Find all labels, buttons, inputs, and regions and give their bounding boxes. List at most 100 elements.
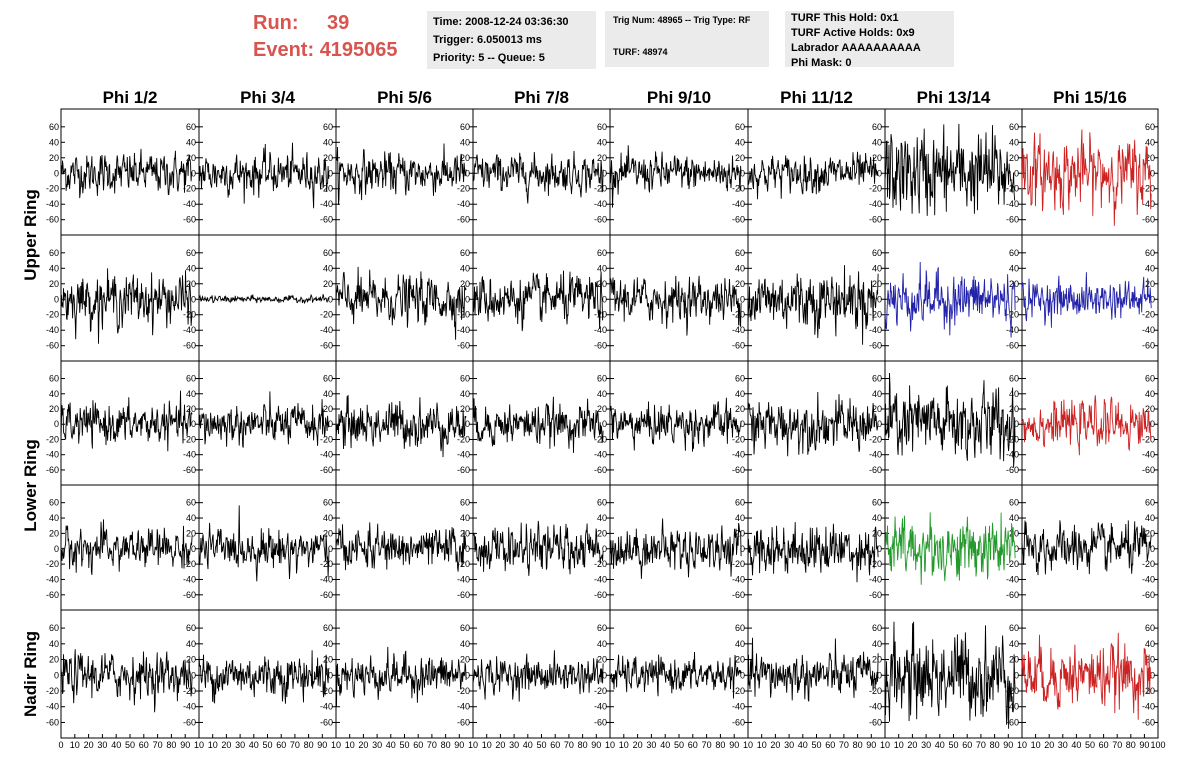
waveform-trace: [60, 519, 193, 575]
y-tick-label: 20: [872, 153, 882, 163]
y-tick-label: -60: [320, 341, 333, 351]
y-tick-label: -40: [1006, 199, 1019, 209]
y-tick-label: 20: [597, 404, 607, 414]
y-tick-label: 0: [328, 294, 333, 304]
y-tick-label: 20: [872, 655, 882, 665]
x-tick-label: 40: [798, 740, 808, 750]
y-tick-label: -60: [732, 717, 745, 727]
waveform-trace: [335, 522, 467, 572]
y-tick-label: 0: [740, 670, 745, 680]
x-tick-label: 20: [358, 740, 368, 750]
y-tick-label: 40: [1009, 389, 1019, 399]
y-tick-label: -60: [594, 717, 607, 727]
y-tick-label: -60: [457, 341, 470, 351]
y-tick-label: -20: [869, 184, 882, 194]
y-tick-label: -60: [183, 465, 196, 475]
waveform-trace: [60, 268, 193, 344]
x-tick-label: 10: [468, 740, 478, 750]
waveform-trace: [747, 637, 879, 702]
column-title: Phi 1/2: [103, 88, 158, 107]
x-tick-label: 60: [1099, 740, 1109, 750]
y-tick-label: -20: [1142, 184, 1155, 194]
y-tick-label: -20: [457, 434, 470, 444]
y-tick-label: 40: [1145, 513, 1155, 523]
y-tick-label: -60: [732, 215, 745, 225]
y-tick-label: 0: [740, 419, 745, 429]
y-tick-label: -20: [46, 434, 59, 444]
y-tick-label: -40: [732, 325, 745, 335]
x-tick-label: 70: [976, 740, 986, 750]
y-tick-label: -60: [1142, 465, 1155, 475]
y-tick-label: 0: [465, 419, 470, 429]
y-tick-label: 40: [1145, 639, 1155, 649]
run-label: Run:: [253, 12, 299, 34]
y-tick-label: -40: [732, 199, 745, 209]
y-tick-label: 0: [1150, 294, 1155, 304]
y-tick-label: 0: [877, 294, 882, 304]
x-tick-label: 10: [743, 740, 753, 750]
y-tick-label: 60: [735, 623, 745, 633]
y-tick-label: -60: [1006, 590, 1019, 600]
y-tick-label: -60: [183, 341, 196, 351]
y-tick-label: -40: [46, 574, 59, 584]
y-tick-label: 20: [460, 153, 470, 163]
y-tick-label: 20: [735, 655, 745, 665]
x-tick-label: 80: [990, 740, 1000, 750]
y-tick-label: 20: [1145, 528, 1155, 538]
column-title: Phi 15/16: [1053, 88, 1127, 107]
y-tick-label: 40: [460, 513, 470, 523]
y-tick-label: -40: [46, 450, 59, 460]
y-tick-label: 20: [49, 153, 59, 163]
y-tick-label: 40: [1009, 513, 1019, 523]
x-tick-label: 50: [536, 740, 546, 750]
y-tick-label: 0: [1150, 168, 1155, 178]
y-tick-label: -60: [732, 341, 745, 351]
y-tick-label: 40: [460, 389, 470, 399]
y-tick-label: -60: [1142, 717, 1155, 727]
x-tick-label: 50: [125, 740, 135, 750]
waveform-trace: [60, 390, 193, 452]
x-tick-label: 60: [962, 740, 972, 750]
x-tick-label: 30: [509, 740, 519, 750]
y-tick-label: -60: [457, 215, 470, 225]
y-tick-label: -60: [457, 717, 470, 727]
y-tick-label: -20: [732, 434, 745, 444]
x-tick-label: 10: [619, 740, 629, 750]
y-tick-label: 0: [191, 294, 196, 304]
y-tick-label: 40: [872, 639, 882, 649]
y-tick-label: 0: [465, 294, 470, 304]
y-tick-label: 0: [602, 294, 607, 304]
x-tick-label: 40: [660, 740, 670, 750]
y-tick-label: 60: [735, 122, 745, 132]
y-tick-label: 60: [872, 623, 882, 633]
x-tick-label: 80: [304, 740, 314, 750]
waveform-trace: [198, 142, 330, 209]
y-tick-label: 20: [597, 528, 607, 538]
y-tick-label: -20: [869, 310, 882, 320]
trigger-text: Trigger: 6.050013 ms: [433, 34, 542, 46]
y-tick-label: -40: [732, 574, 745, 584]
y-tick-label: 60: [1145, 248, 1155, 258]
x-tick-label: 70: [427, 740, 437, 750]
y-tick-label: -60: [320, 465, 333, 475]
y-tick-label: -40: [457, 199, 470, 209]
y-tick-label: -60: [46, 465, 59, 475]
y-tick-label: -40: [183, 574, 196, 584]
y-tick-label: 0: [602, 419, 607, 429]
y-tick-label: 60: [597, 248, 607, 258]
turf-panel: TURF This Hold: 0x1 TURF Active Holds: 0…: [785, 11, 954, 69]
x-tick-label: 20: [221, 740, 231, 750]
panel-frame: [1021, 484, 1159, 611]
column-title: Phi 9/10: [647, 88, 711, 107]
x-tick-label: 100: [1150, 740, 1165, 750]
y-tick-label: 60: [1145, 623, 1155, 633]
y-tick-label: 60: [735, 248, 745, 258]
x-tick-label: 40: [386, 740, 396, 750]
waveform-trace: [747, 391, 879, 457]
y-tick-label: -20: [732, 686, 745, 696]
run-value: 39: [327, 12, 350, 34]
y-tick-label: 60: [1145, 374, 1155, 384]
x-tick-label: 30: [235, 740, 245, 750]
x-tick-label: 30: [784, 740, 794, 750]
y-tick-label: 0: [1014, 294, 1019, 304]
